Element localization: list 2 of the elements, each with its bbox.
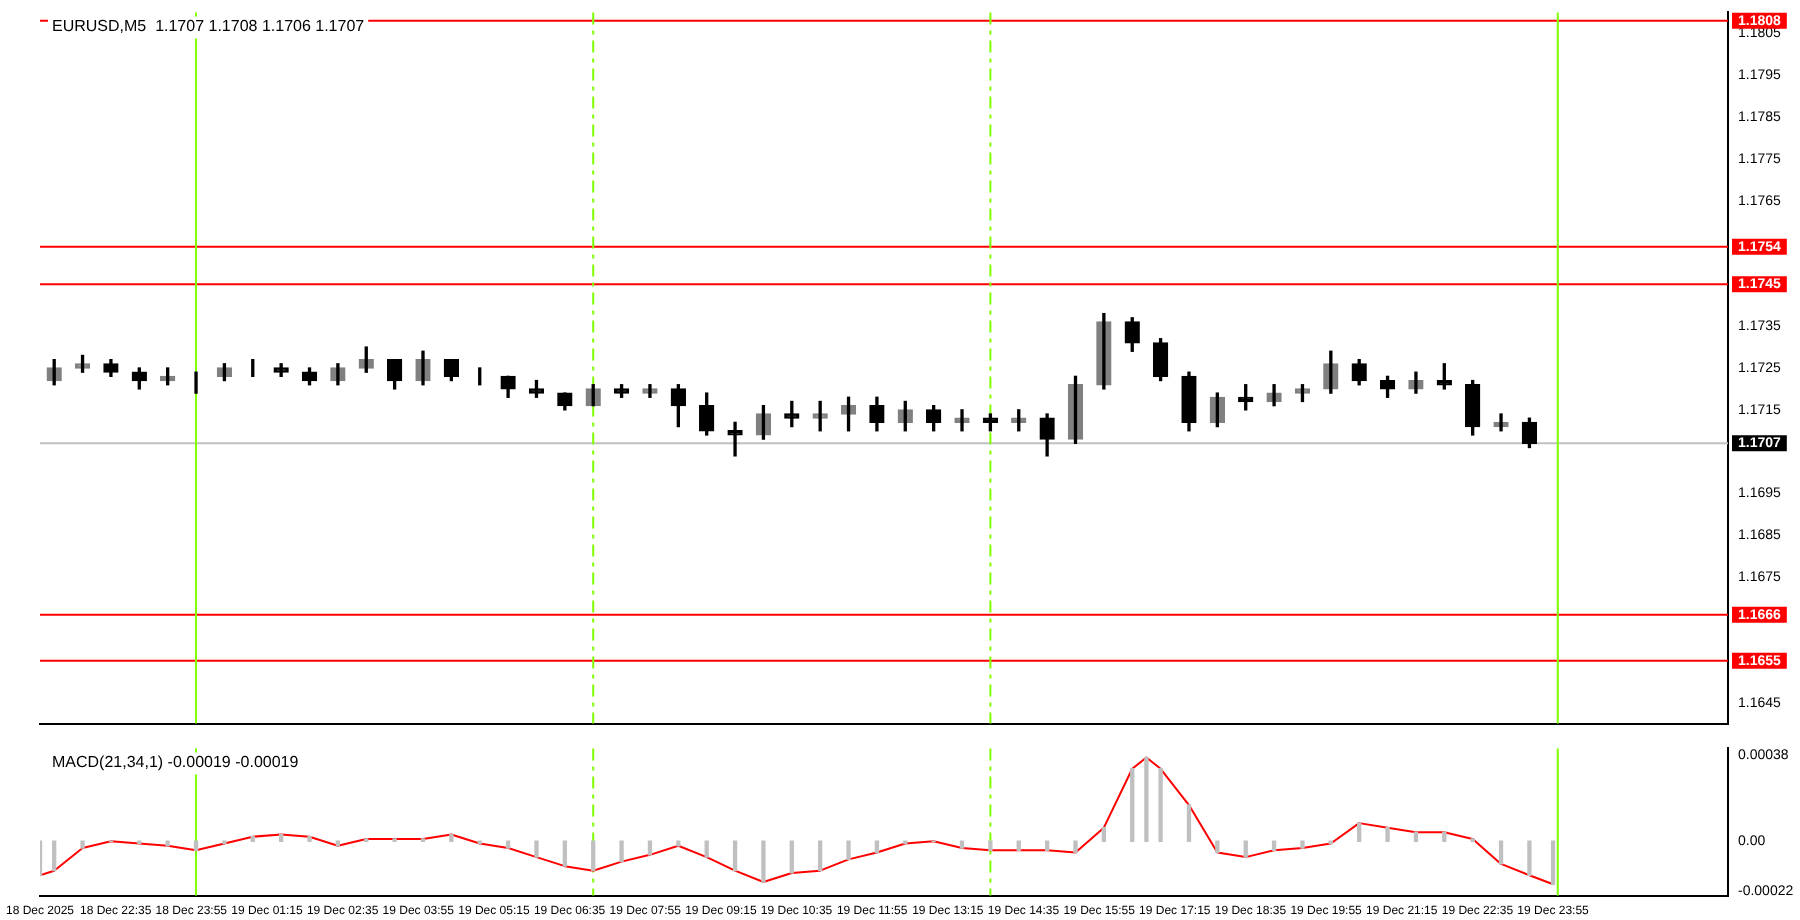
chart-title: MACD(21,34,1) -0.00019 -0.00019 (52, 752, 300, 771)
chart-title: EURUSD,M5 1.1707 1.1708 1.1706 1.1707 (52, 16, 366, 35)
